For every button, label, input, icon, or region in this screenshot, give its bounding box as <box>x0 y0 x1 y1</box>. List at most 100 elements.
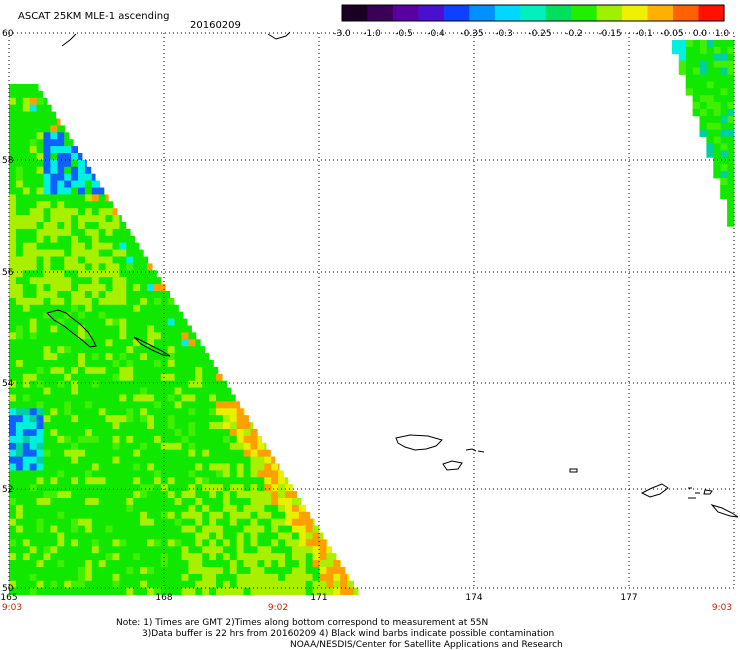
swath-pixel <box>147 567 155 575</box>
swath-pixel <box>195 539 203 547</box>
swath-pixel <box>22 560 31 568</box>
swath-pixel <box>699 53 707 62</box>
swath-pixel <box>91 408 100 416</box>
swath-pixel <box>15 332 24 340</box>
swath-pixel <box>22 456 31 464</box>
swath-pixel <box>727 219 735 227</box>
swath-pixel <box>36 511 44 520</box>
swath-pixel <box>71 360 79 368</box>
swath-pixel <box>84 580 93 589</box>
swath-pixel <box>133 539 141 547</box>
swath-pixel <box>195 477 203 485</box>
swath-pixel <box>202 539 210 547</box>
date-label: 20160209 <box>190 20 241 31</box>
swath-pixel <box>36 228 44 237</box>
swath-pixel <box>43 353 51 361</box>
swath-pixel <box>147 277 155 285</box>
swath-pixel <box>126 580 134 589</box>
swath-pixel <box>57 297 65 306</box>
swath-pixel <box>71 277 79 285</box>
swath-pixel <box>43 125 51 133</box>
swath-pixel <box>188 339 196 347</box>
swath-pixel <box>50 153 58 161</box>
swath-pixel <box>222 587 231 595</box>
swath-pixel <box>84 525 93 533</box>
swath-pixel <box>285 560 293 568</box>
swath-pixel <box>720 115 728 124</box>
swath-pixel <box>57 477 65 485</box>
swath-pixel <box>119 256 127 264</box>
swath-pixel <box>692 53 700 62</box>
swath-pixel <box>57 222 65 230</box>
swath-pixel <box>9 442 17 451</box>
swath-pixel <box>147 546 155 554</box>
swath-pixel <box>257 560 265 568</box>
swath-pixel <box>71 373 79 382</box>
swath-pixel <box>271 587 279 595</box>
swath-pixel <box>91 360 100 368</box>
swath-pixel <box>147 477 155 485</box>
swath-pixel <box>699 74 707 82</box>
swath-pixel <box>243 539 251 547</box>
swath-pixel <box>147 318 155 326</box>
swath-pixel <box>57 325 65 333</box>
swath-pixel <box>126 366 134 375</box>
swath-pixel <box>112 422 120 430</box>
swath-pixel <box>119 484 127 492</box>
swath-pixel <box>36 235 44 244</box>
swath-pixel <box>78 180 86 188</box>
swath-pixel <box>57 532 65 540</box>
swath-pixel <box>140 491 148 499</box>
swath-pixel <box>209 435 217 444</box>
swath-pixel <box>243 435 251 444</box>
swath-pixel <box>36 270 44 278</box>
swath-pixel <box>140 373 148 382</box>
swath-pixel <box>153 477 162 485</box>
swath-pixel <box>64 435 72 444</box>
swath-pixel <box>133 587 141 595</box>
swath-pixel <box>222 401 231 409</box>
swath-pixel <box>133 415 141 423</box>
swath-pixel <box>291 504 300 513</box>
swath-pixel <box>78 470 86 478</box>
swath-pixel <box>105 477 113 485</box>
swath-pixel <box>126 339 134 347</box>
swath-pixel <box>98 270 106 278</box>
swath-pixel <box>153 532 162 540</box>
swath-pixel <box>36 187 44 195</box>
swath-pixel <box>706 74 714 82</box>
swath-pixel <box>91 311 100 319</box>
swath-pixel <box>243 553 251 561</box>
swath-pixel <box>29 573 37 582</box>
swath-pixel <box>57 587 65 595</box>
color-scale-labels: -3.0 -1.0 -0.5 -0.4 -0.35 -0.3 -0.25 -0.2 -0.15-… <box>333 29 729 39</box>
swath-pixel <box>9 139 17 147</box>
swath-pixel <box>298 560 307 568</box>
swath-pixel <box>15 263 24 271</box>
swath-pixel <box>278 587 286 595</box>
swath-pixel <box>285 587 293 595</box>
swath-pixel <box>181 470 189 478</box>
swath-pixel <box>195 422 203 430</box>
swath-pixel <box>64 504 72 513</box>
swath-pixel <box>685 88 693 96</box>
swath-pixel <box>195 498 203 506</box>
swath-pixel <box>84 587 93 595</box>
swath-pixel <box>50 539 58 547</box>
swath-pixel <box>112 291 120 299</box>
swath-pixel <box>29 477 37 485</box>
swath-pixel <box>91 463 100 471</box>
swath-pixel <box>319 587 327 595</box>
swath-pixel <box>167 463 175 471</box>
swath-pixel <box>202 429 210 437</box>
swath-pixel <box>188 587 196 595</box>
swath-pixel <box>278 484 286 492</box>
swath-pixel <box>264 567 272 575</box>
swath-pixel <box>15 518 24 526</box>
swath-pixel <box>160 553 169 561</box>
swath-pixel <box>174 504 182 513</box>
swath-pixel <box>112 263 120 271</box>
swath-pixel <box>140 401 148 409</box>
swath-pixel <box>43 180 51 188</box>
swath-pixel <box>153 470 162 478</box>
